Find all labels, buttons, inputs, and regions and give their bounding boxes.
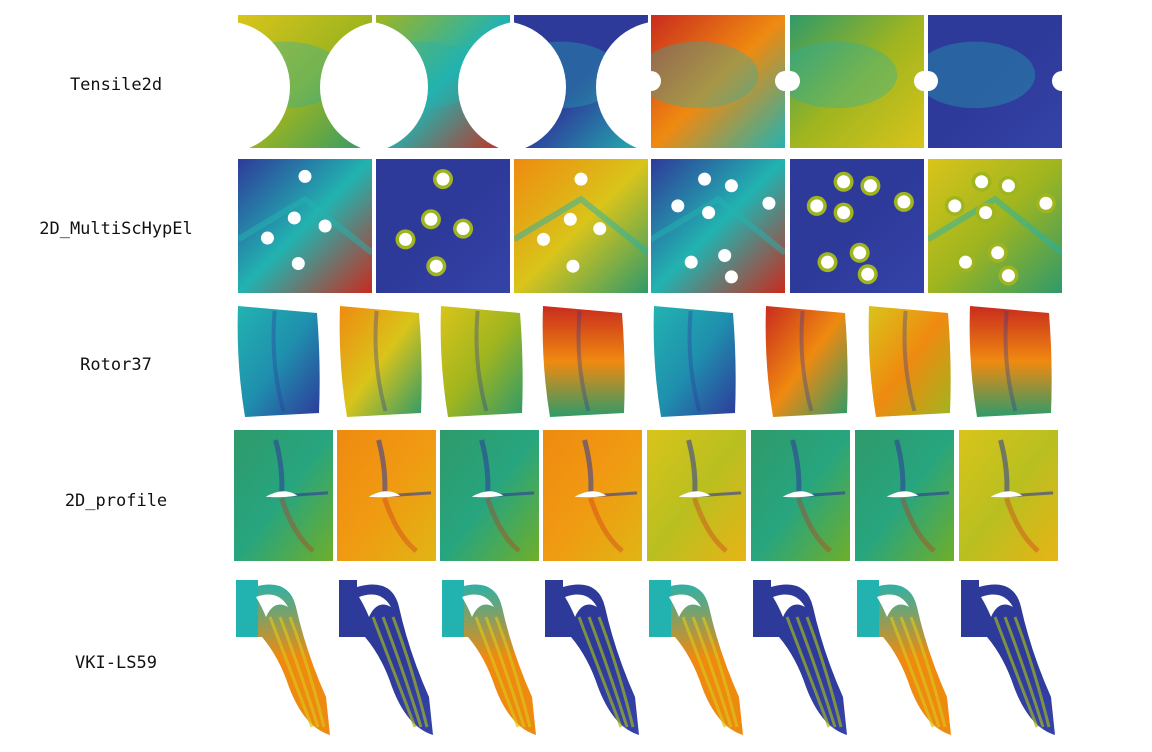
multiscale-hyperelastic-field-plot	[928, 159, 1062, 293]
multiscale-hyperelastic-field-plot	[238, 159, 372, 293]
2d-profile-flow-plot	[234, 430, 333, 561]
vki-ls59-cascade-plot	[649, 580, 743, 735]
row-label: 2D_profile	[64, 491, 168, 511]
rotor37-blade-plot	[765, 306, 848, 417]
vki-ls59-cascade-plot	[545, 580, 639, 735]
tensile2d-field-plot	[928, 15, 1062, 148]
2d-profile-flow-plot	[337, 430, 436, 561]
multiscale-hyperelastic-field-plot	[376, 159, 510, 293]
2d-profile-flow-plot	[855, 430, 954, 561]
rotor37-blade-plot	[339, 306, 422, 417]
rotor37-blade-plot	[969, 306, 1052, 417]
2d-profile-flow-plot	[751, 430, 850, 561]
rotor37-blade-plot	[653, 306, 736, 417]
tensile2d-field-plot	[651, 15, 785, 148]
vki-ls59-cascade-plot	[339, 580, 433, 735]
vki-ls59-cascade-plot	[961, 580, 1055, 735]
2d-profile-flow-plot	[647, 430, 746, 561]
vki-ls59-cascade-plot	[753, 580, 847, 735]
row-label: Rotor37	[80, 355, 152, 375]
tensile2d-field-plot	[514, 15, 648, 148]
multiscale-hyperelastic-field-plot	[651, 159, 785, 293]
multiscale-hyperelastic-field-plot	[514, 159, 648, 293]
rotor37-blade-plot	[440, 306, 523, 417]
2d-profile-flow-plot	[959, 430, 1058, 561]
multiscale-hyperelastic-field-plot	[790, 159, 924, 293]
rotor37-blade-plot	[237, 306, 320, 417]
vki-ls59-cascade-plot	[442, 580, 536, 735]
row-label: VKI-LS59	[75, 653, 157, 673]
vki-ls59-cascade-plot	[857, 580, 951, 735]
2d-profile-flow-plot	[543, 430, 642, 561]
row-label: Tensile2d	[69, 75, 163, 95]
row-label: 2D_MultiScHypEl	[39, 219, 193, 239]
rotor37-blade-plot	[542, 306, 625, 417]
rotor37-blade-plot	[868, 306, 951, 417]
tensile2d-field-plot	[238, 15, 372, 148]
tensile2d-field-plot	[790, 15, 924, 148]
tensile2d-field-plot	[376, 15, 510, 148]
vki-ls59-cascade-plot	[236, 580, 330, 735]
2d-profile-flow-plot	[440, 430, 539, 561]
